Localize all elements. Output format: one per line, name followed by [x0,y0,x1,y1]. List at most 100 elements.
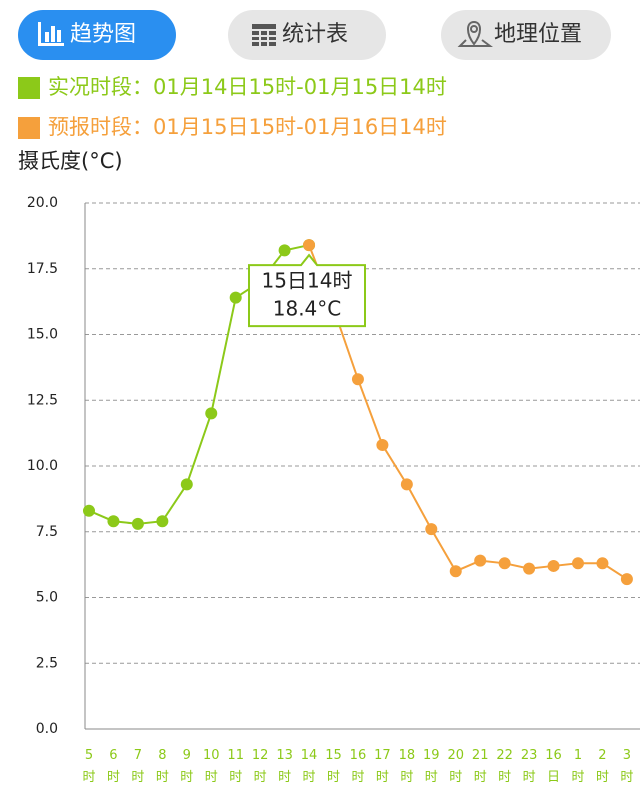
data-point [474,554,487,567]
x-tick-part: 17 [374,748,391,763]
map-icon [457,20,493,47]
data-point [547,559,560,572]
x-tick-part: 9 [183,748,191,763]
data-point [180,478,193,491]
x-tick-part: 时 [620,770,633,785]
x-tick-label: 11 时 [227,748,244,785]
x-tick-part: 时 [180,770,193,785]
tab-map[interactable] [441,10,611,60]
x-tick-part: 6 [109,748,117,763]
x-tick-label: 13 时 [276,748,293,785]
x-tick-label: 22 时 [496,748,513,785]
x-tick-part: 日 [547,770,560,785]
x-tick-label: 20 时 [447,748,464,785]
y-tick-label: 5.0 [36,590,58,606]
x-tick-label: 21 时 [472,748,489,785]
x-tick-part: 8 [158,748,166,763]
tooltip-value: 18.4°C [273,297,342,321]
x-tick-part: 1 [574,748,582,763]
data-point [596,557,609,570]
x-tick-part: 22 [496,748,513,763]
x-tick-part: 时 [498,770,511,785]
x-tick-part: 时 [156,770,169,785]
x-tick-part: 20 [447,748,464,763]
x-tick-part: 12 [252,748,269,763]
y-tick-label: 2.5 [36,655,58,671]
x-tick-part: 时 [229,770,242,785]
data-point [229,291,242,304]
x-tick-label: 23 时 [521,748,538,785]
x-tick-part: 时 [449,770,462,785]
x-tick-part: 时 [376,770,389,785]
tab-label[interactable]: 地理位置 [494,22,582,47]
y-tick-label: 17.5 [27,261,58,277]
x-tick-part: 18 [399,748,416,763]
x-tick-part: 16 [545,748,562,763]
data-point [107,515,120,528]
x-tick-label: 15 时 [325,748,342,785]
x-tick-part: 21 [472,748,489,763]
x-tick-part: 7 [134,748,142,763]
data-point [425,523,438,536]
x-tick-label: 14 时 [301,748,318,785]
legend-swatch [18,77,40,99]
chart-icon [38,22,64,46]
tooltip-title: 15日14时 [262,269,353,293]
tab-table[interactable] [228,10,386,60]
data-point [620,573,633,586]
y-tick-label: 12.5 [27,392,58,408]
x-tick-part: 时 [107,770,120,785]
data-point [156,515,169,528]
y-tick-label: 7.5 [36,524,58,540]
x-tick-part: 时 [571,770,584,785]
x-tick-part: 16 [350,748,367,763]
x-tick-part: 时 [596,770,609,785]
data-point [278,244,291,257]
data-point [498,557,511,570]
x-tick-label: 12 时 [252,748,269,785]
legend-text: 实况时段：01月14日15时-01月15日14时 [48,75,447,99]
x-tick-part: 时 [327,770,340,785]
x-tick-part: 时 [523,770,536,785]
tab-trend[interactable] [18,10,176,60]
tooltip-box [248,253,366,328]
x-tick-part: 时 [254,770,267,785]
data-point [351,373,364,386]
x-tick-part: 13 [276,748,293,763]
x-tick-label: 10 时 [203,748,220,785]
x-tick-part: 10 [203,748,220,763]
table-icon-grid [252,29,276,46]
data-point [303,239,316,252]
data-point [523,562,536,575]
data-point [376,438,389,451]
x-tick-part: 时 [278,770,291,785]
tab-label[interactable]: 趋势图 [70,22,136,47]
x-tick-label: 18 时 [399,748,416,785]
x-tick-part: 3 [623,748,631,763]
x-tick-label: 17 时 [374,748,391,785]
data-point [400,478,413,491]
legend-text: 预报时段：01月15日15时-01月16日14时 [48,115,447,139]
data-point [131,517,144,530]
x-tick-part: 11 [227,748,244,763]
data-point [449,565,462,578]
x-tick-part: 时 [474,770,487,785]
tab-label[interactable]: 统计表 [282,22,348,47]
x-tick-label: 16 日 [545,748,562,785]
y-tick-label: 15.0 [27,327,58,343]
x-tick-part: 时 [351,770,364,785]
x-tick-part: 23 [521,748,538,763]
x-tick-part: 2 [598,748,606,763]
x-tick-part: 15 [325,748,342,763]
x-tick-label: 16 时 [350,748,367,785]
